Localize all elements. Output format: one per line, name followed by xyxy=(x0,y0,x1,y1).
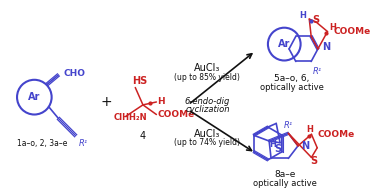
Text: S: S xyxy=(310,156,317,166)
Text: 5a–o, 6,: 5a–o, 6, xyxy=(274,74,310,83)
Text: R¹: R¹ xyxy=(313,67,322,76)
Text: ClHH₂N: ClHH₂N xyxy=(113,113,147,122)
Text: Ar: Ar xyxy=(28,92,40,102)
Text: H: H xyxy=(329,23,336,32)
Text: COOMe: COOMe xyxy=(333,27,371,36)
Text: CHO: CHO xyxy=(63,69,85,77)
Text: H: H xyxy=(306,125,313,134)
Text: AuCl₃: AuCl₃ xyxy=(194,129,221,139)
Text: cyclization: cyclization xyxy=(185,105,230,114)
Text: COOMe: COOMe xyxy=(157,110,195,119)
Text: S: S xyxy=(274,143,282,154)
Text: optically active: optically active xyxy=(253,178,317,187)
Text: +: + xyxy=(101,95,112,109)
Text: HS: HS xyxy=(132,76,148,86)
Text: S: S xyxy=(313,15,320,25)
Text: N: N xyxy=(301,141,309,151)
Text: AuCl₃: AuCl₃ xyxy=(194,63,221,73)
Text: N: N xyxy=(322,42,330,52)
Text: 8a–e: 8a–e xyxy=(274,170,296,179)
Text: (up to 74% yield): (up to 74% yield) xyxy=(174,138,241,147)
Text: optically active: optically active xyxy=(260,83,324,92)
Text: (up to 85% yield): (up to 85% yield) xyxy=(175,73,240,82)
Text: Ar: Ar xyxy=(278,39,290,49)
Text: H: H xyxy=(269,140,276,149)
Text: R¹: R¹ xyxy=(78,139,88,148)
Text: 6-endo-dig: 6-endo-dig xyxy=(185,97,230,106)
Text: 4: 4 xyxy=(140,131,146,141)
Text: R¹: R¹ xyxy=(284,121,293,130)
Text: 1a–o, 2, 3a–e: 1a–o, 2, 3a–e xyxy=(17,139,67,148)
Text: H: H xyxy=(157,97,165,106)
Text: H: H xyxy=(300,11,307,20)
Text: COOMe: COOMe xyxy=(317,130,354,139)
